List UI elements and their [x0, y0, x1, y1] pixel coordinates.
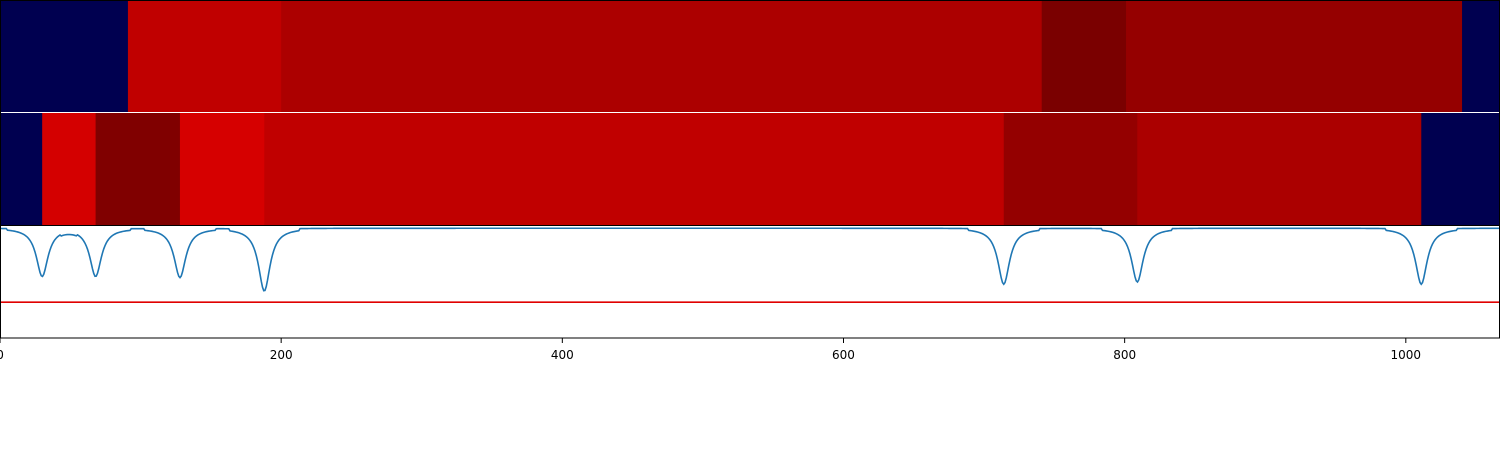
heatmap-segment [127, 0, 282, 112]
heatmap-segment [281, 0, 1043, 112]
x-tick-label: 400 [551, 348, 574, 362]
segment-track-middle [0, 113, 1500, 225]
segment-track-top [0, 0, 1500, 112]
signal-panel-background [0, 226, 1500, 338]
x-axis: 0 200 400 600 800 1000 [0, 338, 1421, 362]
heatmap-segment [1003, 113, 1138, 225]
heatmap-segment [179, 113, 265, 225]
heatmap-segment [1126, 0, 1463, 112]
x-tick-label: 1000 [1391, 348, 1422, 362]
heatmap-segment [42, 113, 97, 225]
heatmap-segment [1462, 0, 1500, 112]
heatmap-segment [1421, 113, 1500, 225]
x-tick-label: 200 [270, 348, 293, 362]
heatmap-segment [0, 0, 129, 112]
heatmap-segment [1041, 0, 1127, 112]
heatmap-segment [95, 113, 181, 225]
heatmap-segment [264, 113, 1005, 225]
signal-line [0, 227, 1500, 292]
x-tick-label: 800 [1113, 348, 1136, 362]
heatmap-segment [0, 113, 43, 225]
heatmap-segment [1137, 113, 1422, 225]
x-tick-label: 600 [832, 348, 855, 362]
signal-panel [0, 226, 1500, 338]
x-tick-label: 0 [0, 348, 4, 362]
